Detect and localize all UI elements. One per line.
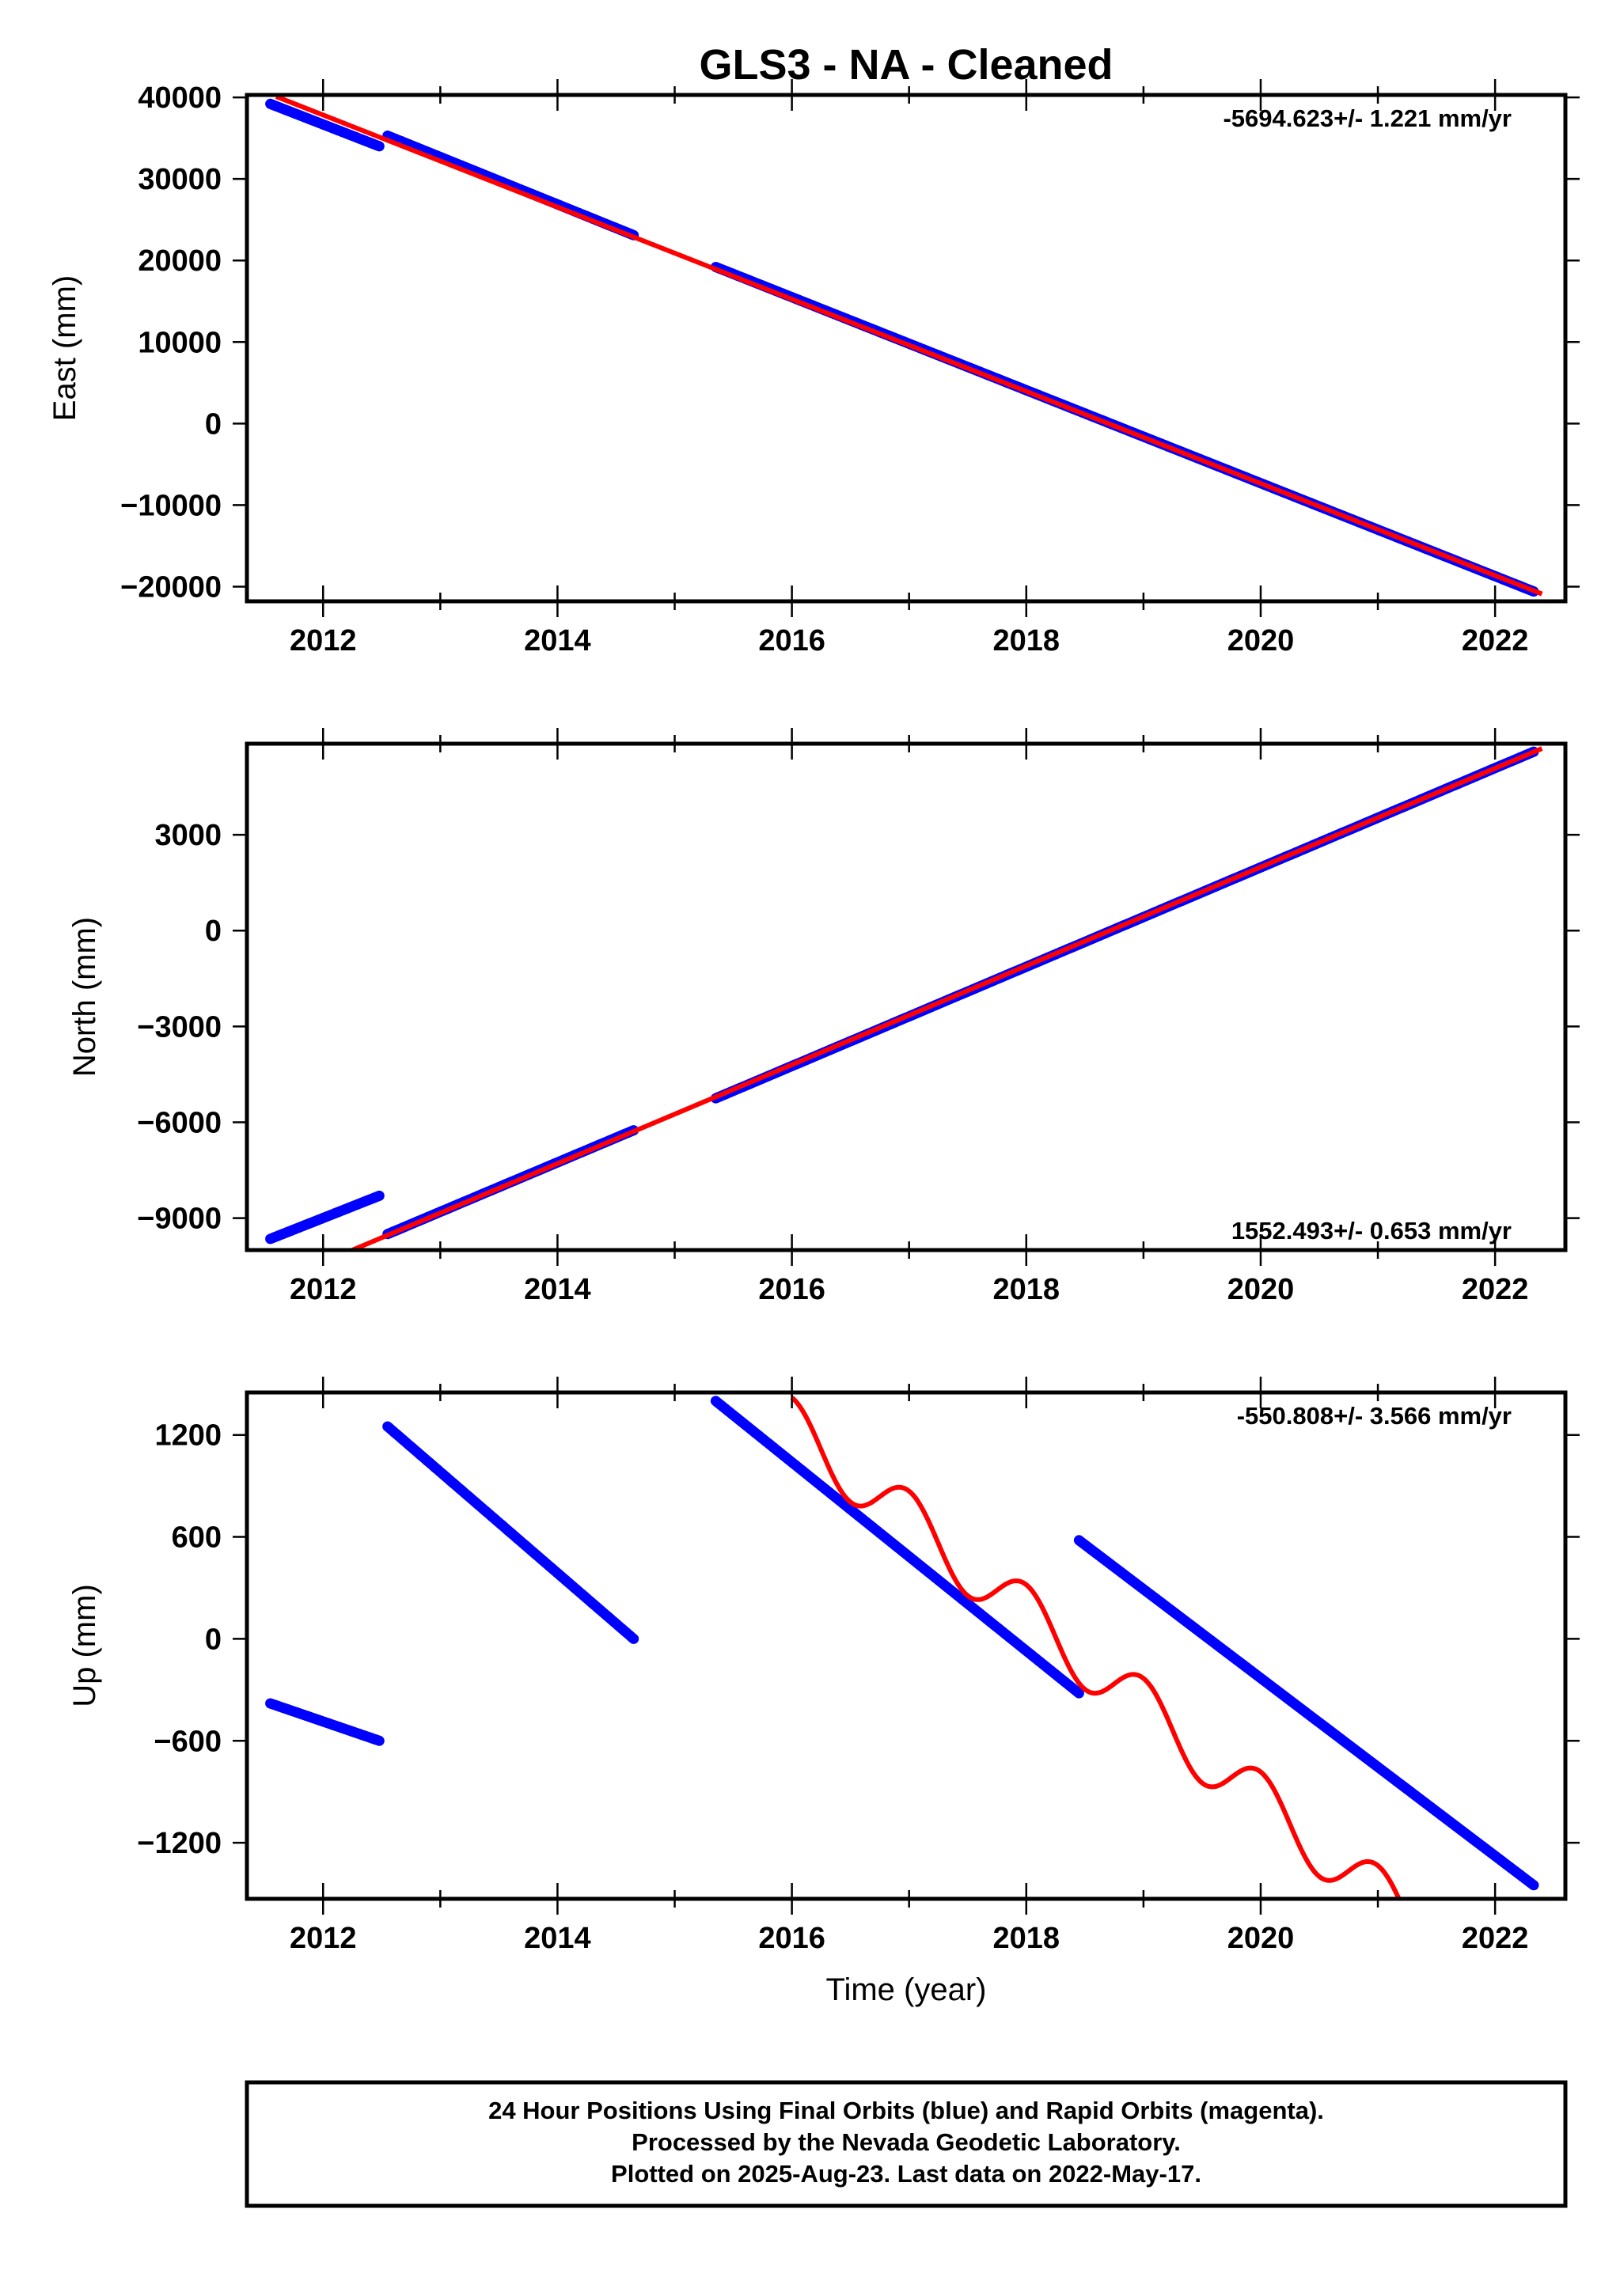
footer-line-3: Plotted on 2025-Aug-23. Last data on 202… — [611, 2160, 1201, 2188]
up-plot-frame — [245, 1390, 1568, 1901]
up-x-tick-label: 2022 — [1462, 1922, 1529, 1955]
north-data-layer — [265, 746, 1543, 1250]
up-data-point — [374, 1735, 385, 1746]
east-y-tick-label: −10000 — [120, 489, 222, 522]
north-x-tick-label: 2014 — [524, 1273, 591, 1306]
up-y-tick-label: −600 — [154, 1725, 222, 1758]
east-y-tick-label: 10000 — [138, 326, 222, 359]
north-x-tick-label: 2012 — [290, 1273, 357, 1306]
east-rate-annotation: -5694.623+/- 1.221 mm/yr — [1223, 104, 1512, 132]
footer-line-2: Processed by the Nevada Geodetic Laborat… — [632, 2128, 1181, 2156]
up-data-point — [1073, 1688, 1084, 1699]
east-x-tick-label: 2014 — [524, 624, 591, 657]
up-y-axis-label: Up (mm) — [67, 1584, 102, 1707]
north-y-tick-label: 0 — [205, 915, 222, 948]
up-y-tick-label: 1200 — [154, 1419, 222, 1453]
east-trend-line — [275, 95, 1543, 597]
east-plot-frame — [245, 93, 1568, 604]
north-y-tick-label: −3000 — [137, 1010, 222, 1044]
up-model-curve — [790, 1396, 1402, 1899]
east-y-axis-label: East (mm) — [47, 275, 82, 421]
up-y-tick-label: 0 — [205, 1623, 222, 1656]
footer-box — [245, 2080, 1568, 2208]
north-panel: 2012 2014 2016 2018 2020 2022 3000 0 −3000 −6000 −… — [67, 728, 1580, 1306]
east-x-tick-label: 2012 — [290, 624, 357, 657]
up-data-point — [628, 1633, 639, 1644]
north-rate-annotation: 1552.493+/- 0.653 mm/yr — [1231, 1217, 1512, 1245]
north-trend-line — [351, 746, 1543, 1250]
east-x-tick-label: 2016 — [758, 624, 825, 657]
up-panel: 2012 2014 2016 2018 2020 2022 1200 600 0 −600 −120… — [67, 1377, 1580, 2007]
north-data-point — [374, 1190, 385, 1201]
east-x-tick-label: 2018 — [993, 624, 1060, 657]
east-y-tick-label: 40000 — [138, 81, 222, 115]
north-x-tick-label: 2022 — [1462, 1273, 1529, 1306]
north-plot-frame — [245, 741, 1568, 1252]
up-rate-annotation: -550.808+/- 3.566 mm/yr — [1237, 1402, 1512, 1430]
east-y-tick-label: 0 — [205, 407, 222, 441]
up-x-tick-label: 2014 — [524, 1922, 591, 1955]
chart-title: GLS3 - NA - Cleaned — [699, 41, 1113, 89]
east-y-tick-label: 20000 — [138, 244, 222, 278]
north-y-tick-label: −6000 — [137, 1106, 222, 1139]
east-x-tick-label: 2022 — [1462, 624, 1529, 657]
up-x-tick-label: 2020 — [1227, 1922, 1295, 1955]
x-axis-label: Time (year) — [826, 1972, 987, 2007]
east-y-tick-label: −20000 — [120, 570, 222, 604]
up-x-tick-label: 2018 — [993, 1922, 1060, 1955]
east-data-point — [374, 141, 385, 152]
north-x-tick-label: 2020 — [1227, 1273, 1295, 1306]
up-x-tick-label: 2016 — [758, 1922, 825, 1955]
east-panel: 2012 2014 2016 2018 2020 2022 40000 30000 20000 1… — [47, 79, 1580, 657]
east-data-layer — [265, 95, 1543, 597]
north-y-tick-label: −9000 — [137, 1203, 222, 1236]
north-y-tick-label: 3000 — [154, 819, 222, 852]
north-x-tick-label: 2016 — [758, 1273, 825, 1306]
up-x-tick-label: 2012 — [290, 1922, 357, 1955]
up-data-point — [1528, 1880, 1539, 1891]
up-y-tick-label: −1200 — [137, 1827, 222, 1860]
north-x-tick-label: 2018 — [993, 1273, 1060, 1306]
east-x-tick-label: 2020 — [1227, 624, 1295, 657]
up-data-layer — [265, 1396, 1539, 1899]
up-y-tick-label: 600 — [172, 1521, 222, 1555]
footer-line-1: 24 Hour Positions Using Final Orbits (bl… — [488, 2097, 1324, 2124]
north-y-axis-label: North (mm) — [67, 917, 102, 1077]
east-y-tick-label: 30000 — [138, 163, 222, 196]
